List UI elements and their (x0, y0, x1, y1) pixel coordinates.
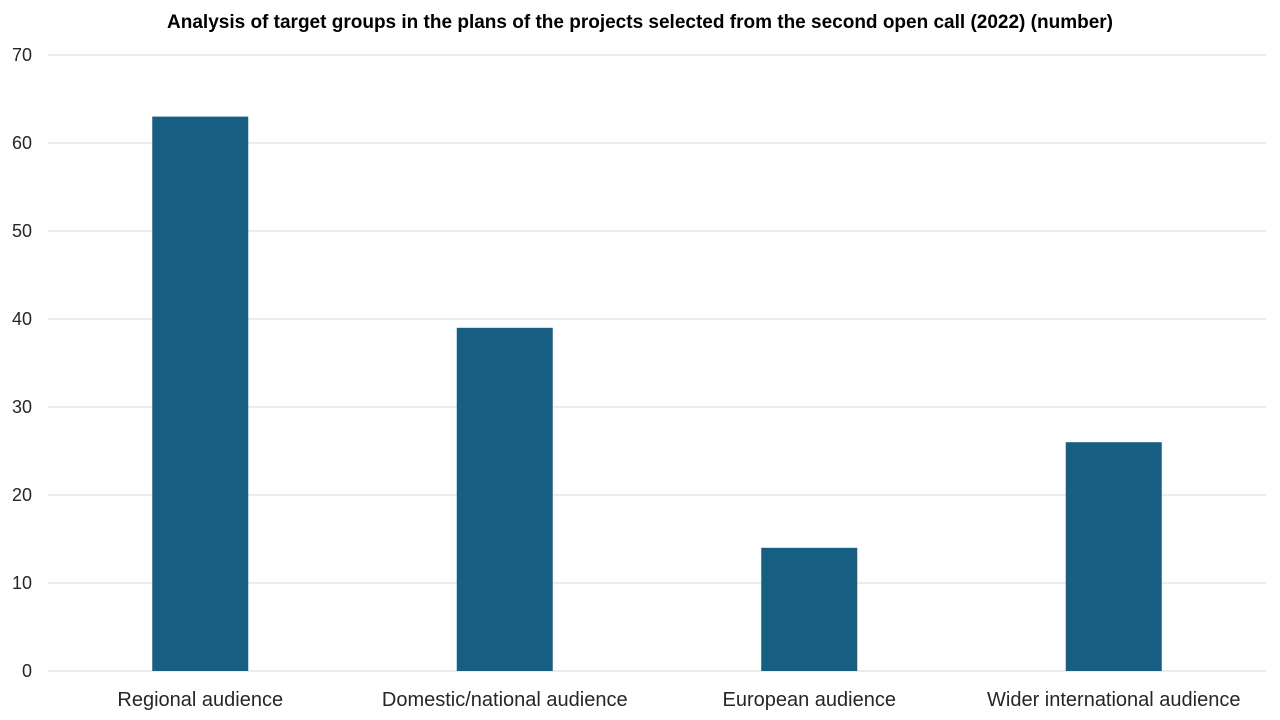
bar-domestic-national-audience (456, 327, 553, 671)
y-tick-label: 50 (12, 221, 32, 241)
y-tick-label: 30 (12, 397, 32, 417)
bar-european-audience (761, 547, 858, 671)
y-tick-label: 10 (12, 573, 32, 593)
x-category-label: Domestic/national audience (382, 689, 628, 711)
x-axis-labels: Regional audience Domestic/national audie… (117, 689, 1240, 711)
x-category-label: Regional audience (117, 689, 283, 711)
x-category-label: Wider international audience (987, 689, 1241, 711)
y-tick-label: 0 (22, 661, 32, 681)
y-tick-label: 60 (12, 133, 32, 153)
y-tick-label: 40 (12, 309, 32, 329)
bars (152, 116, 1162, 672)
x-category-label: European audience (723, 689, 896, 711)
y-tick-label: 20 (12, 485, 32, 505)
chart-title: Analysis of target groups in the plans o… (167, 12, 1113, 33)
bar-wider-international-audience (1065, 442, 1162, 671)
gridlines (48, 54, 1266, 672)
bar-regional-audience (152, 116, 249, 672)
y-axis-ticks: 0 10 20 30 40 50 60 70 (12, 45, 32, 681)
y-tick-label: 70 (12, 45, 32, 65)
